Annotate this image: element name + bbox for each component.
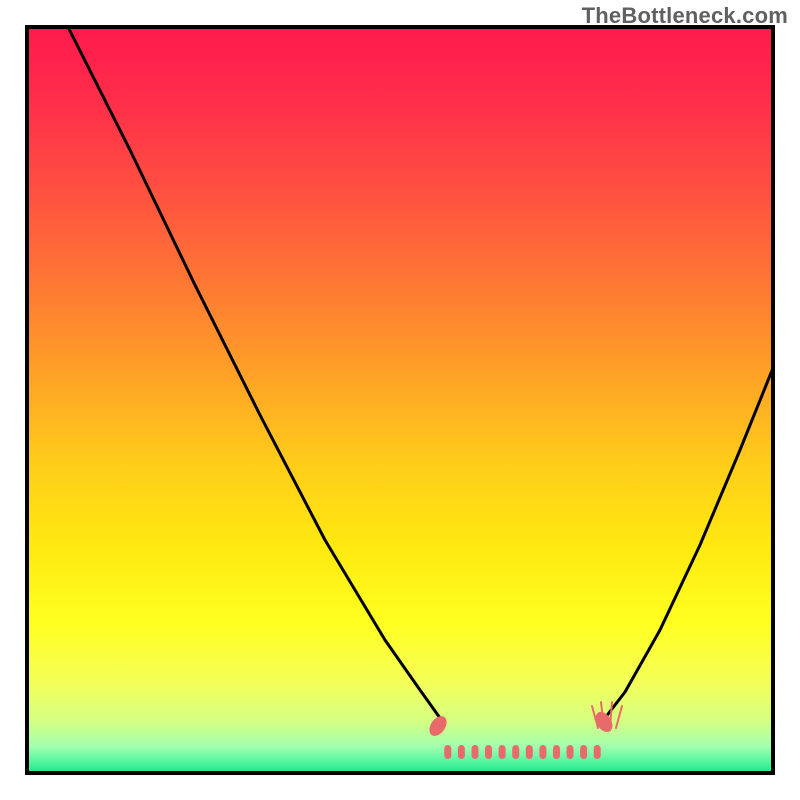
watermark-text: TheBottleneck.com	[582, 3, 788, 29]
bottleneck-chart	[0, 0, 800, 800]
